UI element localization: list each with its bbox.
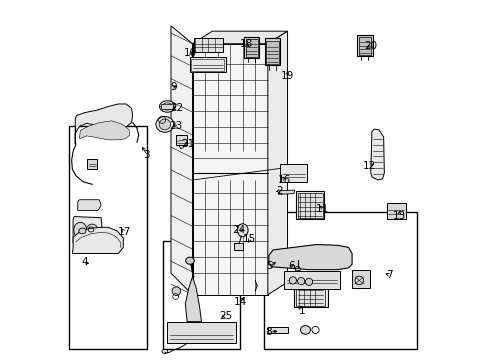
- Ellipse shape: [172, 287, 180, 296]
- Text: 21: 21: [181, 139, 194, 149]
- Bar: [175, 135, 187, 145]
- Text: 6: 6: [287, 261, 294, 271]
- Text: 10: 10: [183, 48, 196, 58]
- Text: 3: 3: [143, 150, 150, 160]
- Ellipse shape: [237, 224, 247, 237]
- Text: 9: 9: [170, 82, 177, 92]
- Text: 17: 17: [118, 227, 131, 237]
- Bar: [234, 243, 243, 250]
- Text: 25: 25: [219, 311, 232, 321]
- Polygon shape: [73, 217, 102, 243]
- Ellipse shape: [305, 278, 312, 285]
- Polygon shape: [171, 26, 192, 295]
- Bar: [265, 39, 280, 65]
- Text: 23: 23: [169, 121, 182, 131]
- Polygon shape: [78, 200, 101, 211]
- Polygon shape: [185, 277, 201, 321]
- Text: 22: 22: [170, 103, 183, 113]
- Polygon shape: [72, 227, 123, 253]
- Polygon shape: [192, 31, 287, 44]
- Text: 12: 12: [362, 161, 375, 171]
- Text: 20: 20: [364, 41, 377, 50]
- Text: 13: 13: [392, 211, 405, 221]
- Ellipse shape: [159, 119, 170, 130]
- Text: 18: 18: [239, 39, 252, 49]
- Text: 5: 5: [266, 261, 272, 271]
- Ellipse shape: [185, 257, 194, 264]
- Bar: [266, 41, 278, 64]
- Bar: [351, 270, 369, 288]
- Polygon shape: [161, 104, 173, 109]
- Ellipse shape: [297, 278, 304, 285]
- Bar: [284, 271, 339, 289]
- Bar: [194, 38, 223, 51]
- Bar: [280, 164, 306, 182]
- Text: 14: 14: [233, 297, 246, 307]
- Bar: [245, 39, 257, 57]
- Polygon shape: [80, 121, 129, 140]
- Ellipse shape: [156, 117, 174, 132]
- Bar: [163, 241, 239, 348]
- Bar: [264, 212, 416, 348]
- Bar: [357, 36, 372, 56]
- Text: 19: 19: [280, 71, 294, 81]
- Ellipse shape: [300, 325, 310, 334]
- Bar: [358, 37, 370, 55]
- Polygon shape: [295, 268, 299, 270]
- Bar: [297, 193, 322, 218]
- Bar: [267, 327, 287, 333]
- Bar: [295, 191, 324, 220]
- Text: 11: 11: [315, 204, 328, 214]
- Polygon shape: [75, 104, 132, 144]
- Bar: [244, 37, 258, 58]
- Bar: [69, 126, 146, 348]
- Ellipse shape: [85, 224, 99, 240]
- Polygon shape: [370, 129, 384, 180]
- Ellipse shape: [79, 228, 86, 234]
- Ellipse shape: [289, 277, 296, 284]
- Text: 8: 8: [265, 327, 272, 337]
- Polygon shape: [268, 244, 351, 270]
- Bar: [386, 203, 406, 220]
- Bar: [293, 279, 327, 307]
- Polygon shape: [192, 44, 267, 295]
- Text: 16: 16: [278, 175, 291, 185]
- Text: 7: 7: [386, 270, 392, 280]
- Polygon shape: [278, 190, 294, 194]
- Ellipse shape: [159, 101, 175, 112]
- Bar: [190, 57, 225, 72]
- Text: 24: 24: [232, 225, 245, 235]
- Bar: [87, 159, 97, 169]
- Bar: [295, 282, 325, 306]
- Text: 4: 4: [81, 257, 88, 267]
- Text: 2: 2: [276, 186, 283, 196]
- Polygon shape: [267, 31, 287, 295]
- Bar: [167, 321, 235, 343]
- Bar: [191, 59, 224, 71]
- Ellipse shape: [74, 222, 86, 238]
- Text: 15: 15: [243, 234, 256, 244]
- Text: 1: 1: [298, 306, 305, 316]
